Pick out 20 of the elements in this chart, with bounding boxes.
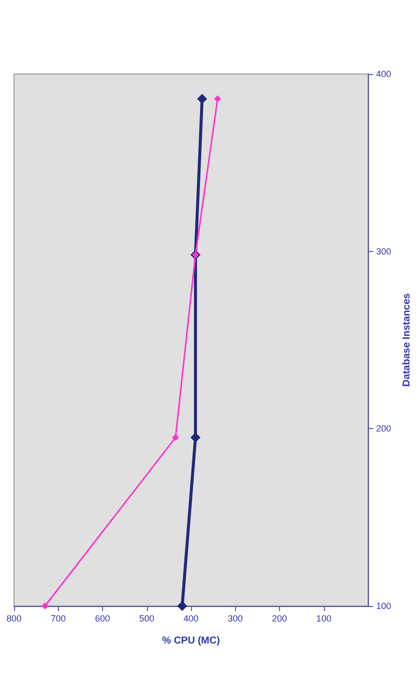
point	[177, 601, 188, 611]
x-tick-label: 100	[316, 614, 332, 624]
x-tick-label: 800	[6, 614, 22, 624]
y-axis-title: Database Instances	[402, 292, 412, 387]
y-tick-label: 200	[376, 424, 392, 434]
x-tick-label: 400	[184, 614, 199, 624]
x-tick-label: 600	[95, 614, 110, 624]
x-tick-label: 200	[272, 614, 288, 624]
x-tick-label: 300	[228, 614, 243, 624]
y-tick-label: 100	[376, 601, 392, 611]
point	[41, 602, 48, 610]
x-axis-title: % CPU (MC)	[162, 636, 220, 646]
point	[197, 94, 208, 104]
point	[214, 95, 222, 102]
y-tick-label: 400	[376, 69, 392, 79]
point	[190, 432, 200, 443]
x-tick-label: 500	[139, 614, 154, 624]
point	[172, 434, 180, 442]
y-tick-label: 300	[376, 246, 392, 256]
x-tick-label: 700	[50, 614, 66, 624]
